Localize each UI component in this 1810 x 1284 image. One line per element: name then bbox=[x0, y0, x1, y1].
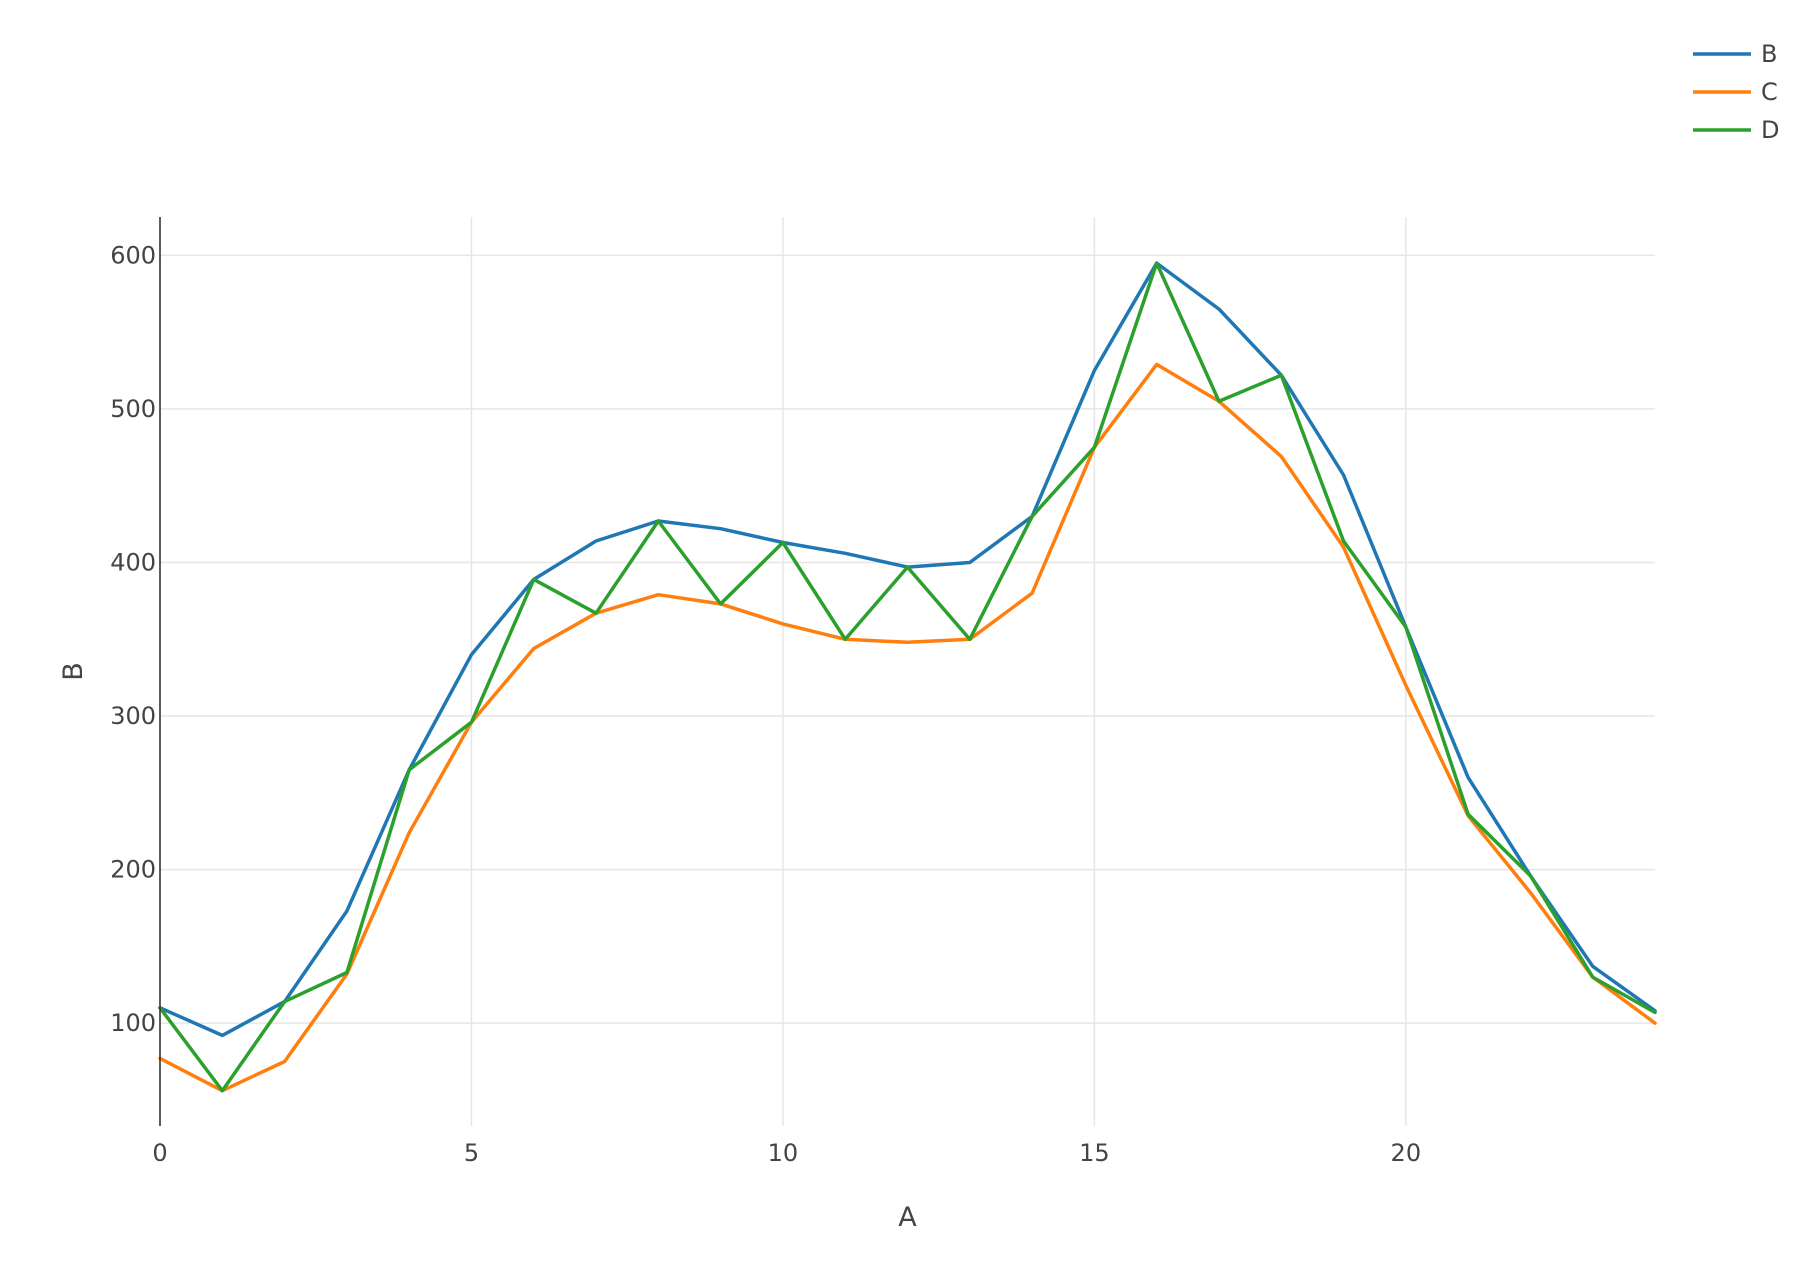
x-tick-label: 10 bbox=[768, 1139, 799, 1167]
legend-label: D bbox=[1761, 116, 1779, 144]
series-line-c[interactable] bbox=[158, 362, 1657, 1093]
y-tick-label: 200 bbox=[110, 856, 156, 884]
series-line-d[interactable] bbox=[158, 261, 1657, 1093]
y-tick-label: 500 bbox=[110, 395, 156, 423]
y-tick-label: 600 bbox=[110, 241, 156, 269]
legend-item-c[interactable]: C bbox=[1693, 78, 1778, 106]
y-axis-title: B bbox=[58, 662, 89, 681]
y-tick-label: 400 bbox=[110, 548, 156, 576]
legend-label: C bbox=[1761, 78, 1778, 106]
legend[interactable]: BCD bbox=[1693, 40, 1779, 144]
x-tick-label: 20 bbox=[1391, 1139, 1422, 1167]
series-line-b[interactable] bbox=[158, 261, 1657, 1038]
legend-item-b[interactable]: B bbox=[1693, 40, 1777, 68]
x-tick-label: 5 bbox=[464, 1139, 479, 1167]
x-axis-title: A bbox=[898, 1202, 917, 1233]
y-tick-label: 100 bbox=[110, 1009, 156, 1037]
grid bbox=[160, 217, 1655, 1126]
legend-item-d[interactable]: D bbox=[1693, 116, 1779, 144]
tick-labels: 0 5 10 15 20 100 200 300 400 500 600 bbox=[110, 241, 1421, 1167]
x-tick-label: 0 bbox=[152, 1139, 167, 1167]
series-lines bbox=[158, 261, 1657, 1093]
y-tick-label: 300 bbox=[110, 702, 156, 730]
legend-label: B bbox=[1761, 40, 1777, 68]
x-tick-label: 15 bbox=[1079, 1139, 1110, 1167]
